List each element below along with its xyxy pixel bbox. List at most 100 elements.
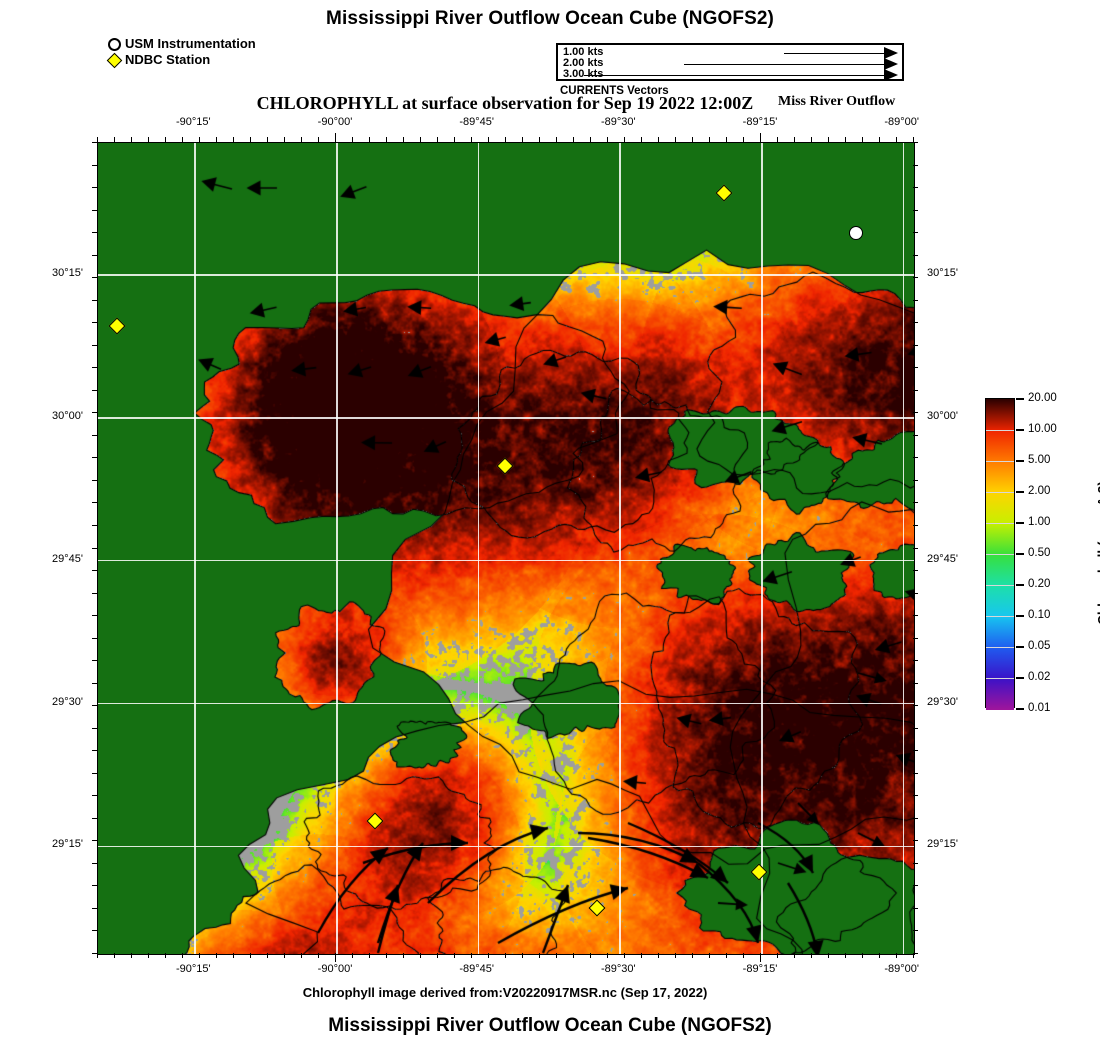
axis-tick	[352, 953, 353, 958]
axis-tick	[216, 137, 217, 142]
axis-tick	[913, 137, 914, 142]
colorbar-separator	[986, 616, 1014, 617]
axis-tick	[556, 953, 557, 958]
axis-label-longitude: -89°00'	[884, 116, 919, 128]
axis-tick	[913, 232, 918, 234]
axis-tick	[403, 137, 404, 142]
vector-shaft-icon	[584, 75, 884, 76]
axis-tick	[590, 953, 591, 958]
axis-label-latitude: 30°00'	[52, 410, 83, 423]
colorbar-segment	[986, 523, 1014, 555]
legend-item-ndbc: NDBC Station	[106, 52, 256, 68]
axis-tick	[913, 389, 918, 391]
axis-tick	[743, 137, 744, 142]
chlorophyll-raster	[98, 143, 914, 954]
axis-tick	[573, 137, 574, 142]
axis-tick	[913, 299, 918, 301]
axis-label-latitude: 30°15'	[927, 267, 958, 280]
axis-tick	[114, 137, 115, 142]
axis-tick	[913, 727, 918, 729]
axis-tick	[250, 953, 251, 958]
axis-tick	[92, 862, 97, 864]
axis-tick	[913, 570, 918, 572]
axis-tick	[505, 137, 506, 142]
graticule-meridian	[902, 143, 905, 954]
legend-label-usm: USM Instrumentation	[125, 36, 256, 51]
axis-tick	[233, 137, 234, 142]
colorbar-tick	[1016, 584, 1024, 586]
axis-tick	[913, 322, 918, 324]
axis-tick	[92, 367, 97, 369]
axis-tick	[92, 930, 97, 932]
colorbar-segment	[986, 647, 1014, 679]
axis-tick	[114, 953, 115, 958]
graticule-parallel	[98, 559, 914, 562]
axis-tick	[454, 137, 455, 142]
vector-scale-label-3: 3.00 kts	[563, 68, 604, 80]
axis-tick	[92, 457, 97, 459]
colorbar-tick	[1016, 460, 1024, 462]
axis-tick	[641, 953, 642, 958]
circle-marker-icon	[108, 37, 121, 51]
axis-tick	[92, 524, 97, 526]
axis-tick	[556, 137, 557, 142]
colorbar-tick-label: 0.20	[1028, 578, 1051, 590]
axis-tick	[913, 142, 918, 143]
axis-tick	[488, 137, 489, 142]
diamond-marker-icon	[106, 52, 123, 68]
axis-tick	[301, 953, 302, 958]
axis-tick	[522, 137, 523, 142]
axis-label-latitude: 30°00'	[927, 410, 958, 423]
axis-tick	[913, 750, 918, 752]
axis-tick	[471, 953, 472, 958]
axis-tick	[913, 277, 918, 279]
axis-tick	[92, 772, 97, 774]
graticule-meridian	[619, 143, 621, 954]
vector-scale-row-3: 3.00 kts	[558, 68, 902, 81]
graticule-meridian	[477, 143, 480, 954]
axis-tick	[658, 953, 659, 958]
axis-label-longitude: -89°45'	[459, 116, 494, 128]
colorbar-segment	[986, 461, 1014, 493]
colorbar-title: Chlorophyll (mg m^-3)	[1095, 481, 1100, 625]
graticule-meridian	[761, 143, 763, 954]
axis-label-latitude: 29°30'	[927, 695, 958, 708]
colorbar-separator	[986, 585, 1014, 586]
axis-tick	[199, 953, 200, 958]
chlorophyll-map[interactable]	[97, 142, 915, 955]
axis-tick	[97, 137, 98, 142]
colorbar-separator	[986, 678, 1014, 679]
axis-tick	[896, 953, 897, 958]
axis-tick	[92, 570, 97, 572]
arrow-head-icon	[884, 69, 898, 81]
axis-tick	[726, 137, 727, 142]
axis-tick	[488, 953, 489, 958]
page-title: Mississippi River Outflow Ocean Cube (NG…	[326, 8, 774, 29]
axis-label-longitude: -89°30'	[601, 116, 636, 128]
colorbar-separator	[986, 523, 1014, 524]
axis-tick	[92, 615, 97, 617]
axis-tick	[862, 953, 863, 958]
axis-tick	[92, 299, 97, 301]
colorbar-tick-label: 0.02	[1028, 671, 1051, 683]
axis-tick	[658, 137, 659, 142]
graticule-parallel	[98, 417, 914, 419]
axis-label-longitude: -90°15'	[176, 116, 211, 128]
axis-tick	[92, 209, 97, 211]
axis-label-longitude: -90°15'	[176, 963, 211, 975]
axis-tick	[250, 137, 251, 142]
axis-tick	[879, 953, 880, 958]
axis-tick	[913, 817, 918, 819]
usm-instrumentation-site[interactable]	[849, 226, 863, 240]
graticule-parallel	[98, 274, 914, 276]
axis-tick	[284, 137, 285, 142]
vector-shaft-icon	[784, 53, 884, 54]
axis-tick	[794, 137, 795, 142]
colorbar-tick-label: 0.50	[1028, 547, 1051, 559]
axis-tick	[913, 457, 918, 459]
axis-tick	[539, 137, 540, 142]
miss-river-outflow-label: Miss River Outflow	[778, 94, 896, 109]
colorbar-separator	[986, 647, 1014, 648]
axis-tick	[92, 727, 97, 729]
axis-tick	[92, 592, 97, 594]
